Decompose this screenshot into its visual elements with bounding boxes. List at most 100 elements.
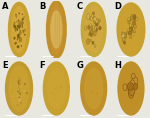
Ellipse shape [17, 34, 20, 38]
Ellipse shape [17, 26, 19, 29]
Ellipse shape [130, 36, 132, 39]
Ellipse shape [17, 45, 19, 48]
Ellipse shape [23, 90, 25, 92]
Ellipse shape [19, 21, 22, 26]
Ellipse shape [24, 29, 26, 32]
Ellipse shape [20, 83, 21, 85]
Ellipse shape [129, 19, 130, 22]
Ellipse shape [13, 77, 14, 79]
Ellipse shape [20, 30, 21, 31]
Ellipse shape [18, 97, 20, 99]
Ellipse shape [132, 32, 134, 36]
Ellipse shape [19, 89, 21, 93]
Ellipse shape [129, 88, 134, 98]
Ellipse shape [128, 86, 133, 94]
Ellipse shape [17, 38, 18, 41]
Ellipse shape [13, 24, 16, 28]
Ellipse shape [22, 22, 24, 24]
Ellipse shape [14, 25, 16, 28]
Ellipse shape [127, 18, 130, 22]
Ellipse shape [20, 84, 22, 88]
Ellipse shape [135, 17, 138, 21]
Ellipse shape [18, 98, 21, 102]
Ellipse shape [21, 94, 22, 95]
Ellipse shape [18, 30, 20, 32]
Ellipse shape [90, 26, 93, 30]
Ellipse shape [86, 91, 88, 94]
Ellipse shape [119, 63, 143, 114]
Ellipse shape [129, 83, 133, 90]
Ellipse shape [23, 29, 25, 32]
Ellipse shape [93, 30, 96, 36]
Ellipse shape [44, 63, 68, 114]
Ellipse shape [131, 14, 134, 19]
Text: G: G [77, 61, 84, 70]
Text: A: A [2, 2, 9, 11]
Ellipse shape [17, 30, 19, 33]
Ellipse shape [16, 31, 17, 32]
Ellipse shape [13, 22, 15, 25]
Ellipse shape [17, 35, 18, 36]
Ellipse shape [132, 77, 138, 87]
Ellipse shape [17, 104, 19, 106]
Ellipse shape [129, 29, 130, 32]
Ellipse shape [130, 18, 132, 21]
Ellipse shape [89, 24, 92, 27]
Ellipse shape [122, 33, 125, 39]
Ellipse shape [21, 33, 22, 35]
Ellipse shape [55, 88, 56, 90]
Ellipse shape [89, 17, 91, 19]
Ellipse shape [18, 27, 20, 29]
Ellipse shape [18, 77, 20, 80]
Ellipse shape [20, 80, 21, 81]
Ellipse shape [61, 86, 62, 88]
Ellipse shape [21, 24, 23, 25]
Ellipse shape [15, 13, 17, 17]
Ellipse shape [93, 19, 96, 24]
Ellipse shape [16, 12, 19, 14]
Ellipse shape [21, 35, 22, 37]
Ellipse shape [10, 85, 11, 87]
Ellipse shape [98, 19, 100, 23]
Ellipse shape [19, 37, 20, 39]
Ellipse shape [21, 23, 23, 26]
Ellipse shape [18, 27, 19, 30]
Ellipse shape [124, 32, 127, 38]
Ellipse shape [19, 91, 20, 93]
Ellipse shape [92, 16, 95, 19]
Text: E: E [2, 61, 8, 70]
Ellipse shape [21, 11, 23, 16]
Ellipse shape [127, 29, 129, 32]
Ellipse shape [21, 26, 23, 28]
Ellipse shape [124, 36, 126, 38]
Ellipse shape [16, 28, 18, 31]
Ellipse shape [134, 30, 136, 33]
Ellipse shape [90, 17, 93, 21]
Ellipse shape [17, 25, 19, 28]
Ellipse shape [118, 4, 144, 55]
Ellipse shape [23, 94, 24, 96]
Ellipse shape [131, 73, 135, 79]
Ellipse shape [14, 36, 15, 40]
Ellipse shape [19, 92, 21, 95]
Ellipse shape [10, 4, 28, 56]
Ellipse shape [92, 41, 94, 44]
Ellipse shape [88, 33, 90, 36]
Ellipse shape [127, 82, 134, 90]
Ellipse shape [129, 23, 132, 28]
Ellipse shape [128, 20, 130, 24]
Ellipse shape [95, 19, 98, 23]
Ellipse shape [91, 14, 94, 18]
Ellipse shape [19, 22, 20, 24]
Ellipse shape [18, 91, 20, 93]
Ellipse shape [123, 84, 127, 91]
Ellipse shape [89, 78, 90, 80]
Ellipse shape [18, 36, 20, 38]
Ellipse shape [94, 45, 96, 48]
Ellipse shape [129, 26, 132, 30]
Ellipse shape [17, 89, 19, 92]
Ellipse shape [18, 26, 19, 27]
Ellipse shape [86, 39, 89, 44]
Ellipse shape [89, 27, 92, 31]
Ellipse shape [24, 82, 26, 84]
